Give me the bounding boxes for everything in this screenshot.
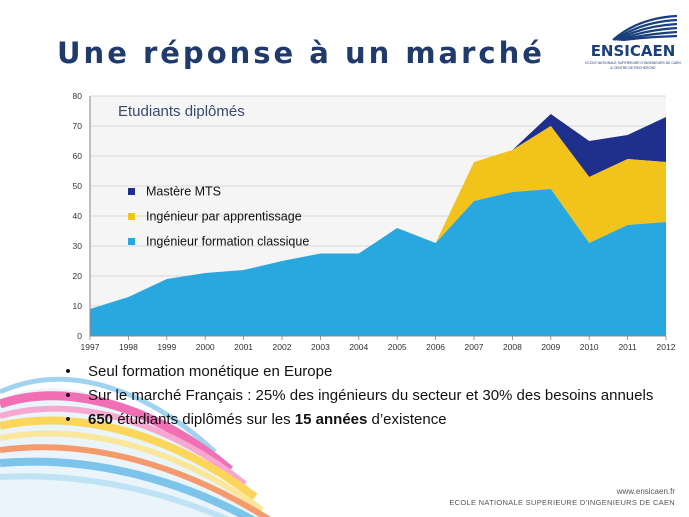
bullet-bold-years: 15 années bbox=[294, 411, 368, 428]
x-tick-label: 2010 bbox=[580, 342, 599, 352]
legend-swatch bbox=[128, 238, 135, 245]
footer-school-name: ECOLE NATIONALE SUPERIEURE D’INGENIEURS … bbox=[449, 498, 675, 507]
y-tick-label: 80 bbox=[73, 91, 83, 101]
logo-subtitle-line1: ECOLE NATIONALE SUPERIEURE D'INGENIEURS … bbox=[585, 61, 681, 65]
logo-name: ENSICAEN bbox=[590, 42, 676, 60]
graduates-area-chart: 0 10 20 30 40 50 60 70 80 1997 1998 1999 2000 2001 200… bbox=[73, 91, 676, 352]
y-tick-label: 30 bbox=[73, 241, 83, 251]
legend-label: Ingénieur par apprentissage bbox=[146, 210, 302, 224]
x-tick-label: 1998 bbox=[119, 342, 138, 352]
area-series-1 bbox=[90, 126, 666, 309]
x-tick-label: 2000 bbox=[196, 342, 215, 352]
page-title: Une réponse à un marché bbox=[57, 36, 545, 70]
bullet-glyph: • bbox=[65, 411, 71, 428]
bullet-text: étudiants diplômés sur les bbox=[113, 411, 295, 428]
legend-swatch bbox=[128, 213, 135, 220]
x-tick-label: 1997 bbox=[81, 342, 100, 352]
area-series-0 bbox=[90, 189, 666, 336]
chart-title: Etudiants diplômés bbox=[118, 103, 245, 120]
x-tick-label: 2006 bbox=[426, 342, 445, 352]
logo-subtitle: ECOLE NATIONALE SUPERIEURE D'INGENIEURS … bbox=[583, 61, 683, 71]
legend-label: Ingénieur formation classique bbox=[146, 235, 309, 249]
x-tick-label: 2001 bbox=[234, 342, 253, 352]
x-tick-label: 2007 bbox=[465, 342, 484, 352]
y-tick-label: 70 bbox=[73, 121, 83, 131]
bullet-item: • Sur le marché Français : 25% des ingén… bbox=[62, 386, 672, 406]
bullet-item: • Seul formation monétique en Europe bbox=[62, 362, 672, 382]
bullet-glyph: • bbox=[65, 363, 71, 380]
x-tick-label: 2009 bbox=[541, 342, 560, 352]
y-tick-label: 10 bbox=[73, 301, 83, 311]
x-tick-label: 2004 bbox=[349, 342, 368, 352]
logo-stripes-icon bbox=[612, 14, 678, 42]
y-tick-label: 20 bbox=[73, 271, 83, 281]
y-tick-label: 60 bbox=[73, 151, 83, 161]
footer-url: www.ensicaen.fr bbox=[616, 487, 675, 496]
y-tick-label: 0 bbox=[77, 331, 82, 341]
y-tick-label: 50 bbox=[73, 181, 83, 191]
bullet-list: • Seul formation monétique en Europe • S… bbox=[62, 362, 672, 434]
legend-label: Mastère MTS bbox=[146, 185, 221, 199]
y-tick-label: 40 bbox=[73, 211, 83, 221]
x-tick-label: 2005 bbox=[388, 342, 407, 352]
bullet-bold-count: 650 bbox=[88, 411, 114, 428]
logo-subtitle-line2: & CENTRE DE RECHERCHE bbox=[610, 66, 656, 70]
legend-swatch bbox=[128, 188, 135, 195]
x-tick-label: 2002 bbox=[273, 342, 292, 352]
bullet-text: d’existence bbox=[367, 411, 447, 428]
ensicaen-logo: ENSICAEN ECOLE NATIONALE SUPERIEURE D'IN… bbox=[583, 12, 683, 80]
bullet-text: Seul formation monétique en Europe bbox=[88, 363, 333, 380]
bullet-item: • 650 étudiants diplômés sur les 15 anné… bbox=[62, 410, 672, 430]
x-tick-label: 2011 bbox=[618, 342, 637, 352]
x-tick-label: 1999 bbox=[157, 342, 176, 352]
x-tick-label: 2003 bbox=[311, 342, 330, 352]
bullet-glyph: • bbox=[65, 387, 71, 404]
x-tick-label: 2008 bbox=[503, 342, 522, 352]
x-tick-label: 2012 bbox=[657, 342, 676, 352]
bullet-text: Sur le marché Français : 25% des ingénie… bbox=[88, 387, 654, 404]
